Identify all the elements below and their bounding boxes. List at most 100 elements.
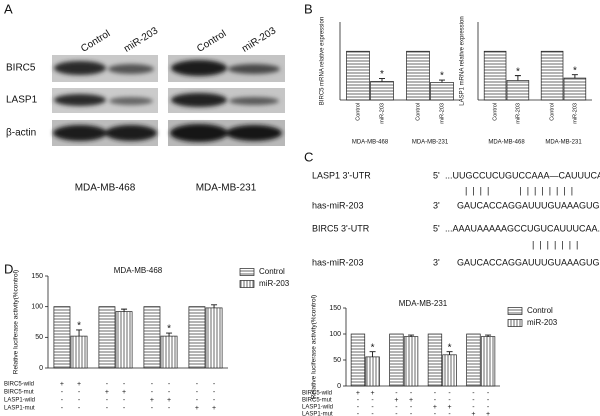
condition-sign: +: [433, 404, 437, 411]
condition-sign: -: [472, 404, 475, 411]
condition-sign: -: [357, 397, 360, 404]
condition-sign: -: [123, 397, 126, 404]
pairing: | | | | | | | | | | | |: [465, 185, 573, 195]
bar: [506, 80, 530, 101]
legend-swatch: [507, 319, 523, 327]
condition-sign: -: [410, 404, 413, 411]
significance-marker: *: [77, 321, 81, 332]
lane-label: Control: [195, 28, 228, 54]
cell-line-label: MDA-MB-231: [196, 183, 257, 194]
y-tick-label: 100: [31, 304, 43, 311]
condition-sign: -: [151, 405, 154, 412]
bar: [53, 306, 71, 369]
condition-sign: -: [168, 381, 171, 388]
condition-sign: +: [167, 397, 171, 404]
y-axis-label: LASP1 mRNA relative expression: [460, 16, 466, 105]
category-label: MDA-MB-231: [412, 140, 449, 146]
condition-sign: -: [151, 381, 154, 388]
condition-label: BIRC5-mut: [302, 398, 332, 404]
y-axis-label: BIRC5 mRNA relative expression: [320, 17, 326, 105]
bar: [483, 50, 507, 101]
panel-label: B: [304, 1, 313, 16]
condition-sign: +: [122, 389, 126, 396]
condition-label: LASP1-wild: [302, 405, 333, 411]
bar: [406, 50, 430, 101]
bar-label: miR-203: [572, 103, 578, 124]
condition-sign: -: [106, 397, 109, 404]
error-bar: [211, 304, 218, 308]
condition-sign: +: [150, 397, 154, 404]
blot-strips: [52, 55, 285, 146]
bar-label: miR-203: [379, 103, 385, 124]
significance-marker: *: [448, 342, 452, 353]
utr-sequence: ...AAAUAAAAAGCCUGUCAUUUCAA...: [445, 223, 600, 233]
bar: [442, 354, 457, 387]
legend-swatch: [239, 280, 255, 288]
condition-sign: -: [371, 411, 374, 416]
bar: [205, 307, 223, 369]
legend-label: Control: [527, 306, 553, 315]
condition-sign: -: [213, 397, 216, 404]
sequence-alignment: LASP1 3'-UTR 5' ...UUGCCUCUGUCCAAA—CAUUU…: [312, 170, 600, 267]
bar: [540, 50, 564, 101]
condition-sign: -: [434, 390, 437, 397]
bar: [98, 306, 116, 369]
condition-sign: -: [395, 404, 398, 411]
bar: [480, 336, 496, 387]
y-tick-label: 0: [39, 365, 43, 372]
y-tick-label: 150: [31, 273, 43, 280]
condition-sign: -: [123, 405, 126, 412]
bar: [389, 333, 404, 387]
pairing: | | | | | | |: [532, 239, 578, 249]
row-label: β-actin: [6, 128, 36, 139]
condition-sign: -: [410, 390, 413, 397]
bar: [365, 356, 380, 387]
condition-sign: +: [448, 404, 452, 411]
condition-sign: -: [61, 405, 64, 412]
condition-sign: -: [487, 390, 490, 397]
mirna-sequence: GAUCACCAGGAUUUGUAAAGUG: [457, 200, 600, 210]
condition-sign: -: [371, 397, 374, 404]
strand-end: 5': [433, 170, 440, 180]
significance-marker: *: [440, 71, 444, 82]
error-bar: [369, 351, 376, 357]
chart-title: MDA-MB-468: [114, 266, 163, 275]
condition-sign: -: [395, 390, 398, 397]
condition-sign: -: [168, 405, 171, 412]
gene-label: BIRC5 3'-UTR: [312, 223, 370, 233]
legend-swatch: [507, 307, 523, 315]
mirna-sequence: GAUCACCAGGAUUUGUAAAGUG: [457, 257, 600, 267]
bar: [466, 333, 481, 387]
condition-sign: -: [61, 389, 64, 396]
legend-label: miR-203: [259, 279, 290, 288]
condition-sign: -: [78, 405, 81, 412]
bar-label: Control: [355, 103, 361, 121]
condition-sign: -: [371, 404, 374, 411]
condition-label: LASP1-mut: [4, 406, 35, 412]
error-bar: [121, 308, 128, 312]
y-tick-label: 0: [337, 383, 341, 390]
bar: [70, 335, 88, 369]
condition-sign: -: [472, 390, 475, 397]
bar: [563, 77, 587, 101]
condition-sign: -: [61, 397, 64, 404]
bar-label: miR-203: [439, 103, 445, 124]
condition-sign: -: [395, 411, 398, 416]
significance-marker: *: [516, 66, 520, 77]
mirna-label: has-miR-203: [312, 200, 364, 210]
category-label: MDA-MB-468: [488, 140, 525, 146]
condition-label: LASP1-wild: [4, 398, 35, 404]
condition-sign: -: [196, 381, 199, 388]
condition-sign: -: [448, 390, 451, 397]
condition-sign: +: [486, 411, 490, 416]
bar-label: Control: [550, 103, 556, 121]
condition-sign: -: [410, 411, 413, 416]
condition-sign: -: [434, 411, 437, 416]
y-tick-label: 100: [329, 331, 341, 338]
condition-sign: +: [105, 389, 109, 396]
chart-title: MDA-MB-231: [399, 299, 448, 308]
condition-sign: -: [196, 397, 199, 404]
bar: [350, 333, 366, 387]
condition-sign: +: [212, 405, 216, 412]
